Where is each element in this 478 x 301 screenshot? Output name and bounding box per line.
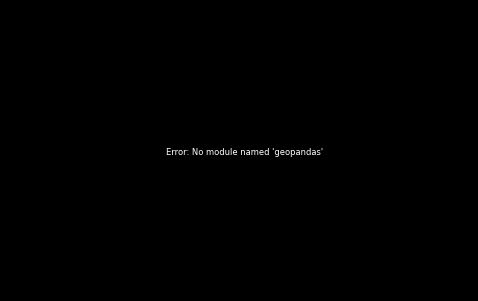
Text: Error: No module named 'geopandas': Error: No module named 'geopandas' — [166, 147, 324, 157]
